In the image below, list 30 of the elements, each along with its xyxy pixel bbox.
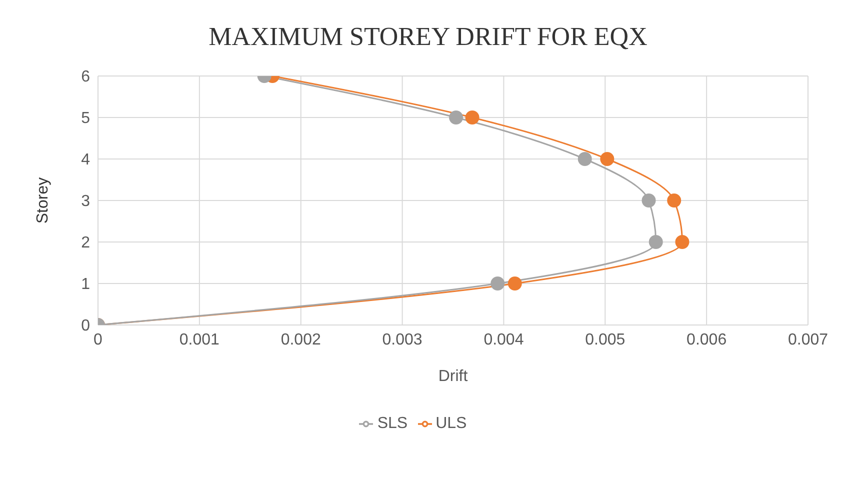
point [508,276,522,290]
point [600,152,614,166]
y-tick-label: 4 [81,152,90,169]
x-tick-label: 0 [94,331,103,348]
point [465,110,480,124]
x-tick-label: 0.004 [484,331,524,348]
legend-label: SLS [377,415,408,432]
x-tick-label: 0.007 [788,331,828,348]
point [675,235,690,249]
y-axis-title: Storey [34,177,52,224]
point [578,152,592,166]
y-tick-label: 5 [81,110,90,128]
y-tick-label: 6 [81,68,90,86]
x-tick-label: 0.003 [382,331,422,348]
x-tick-label: 0.005 [585,331,626,348]
x-axis-title: Drift [438,368,468,385]
point [449,110,464,124]
point [648,235,663,249]
point [667,194,682,208]
y-tick-label: 1 [81,276,90,294]
x-tick-label: 0.002 [280,331,321,348]
point [490,276,505,290]
y-tick-label: 2 [81,234,90,252]
x-tick-label: 0.006 [686,331,727,348]
legend-label: ULS [436,415,467,432]
y-tick-label: 0 [81,318,90,335]
chart-title: MAXIMUM STOREY DRIFT FOR EQX [208,21,648,53]
point [642,194,656,208]
y-tick-label: 3 [81,193,90,210]
x-tick-label: 0.001 [179,331,220,348]
